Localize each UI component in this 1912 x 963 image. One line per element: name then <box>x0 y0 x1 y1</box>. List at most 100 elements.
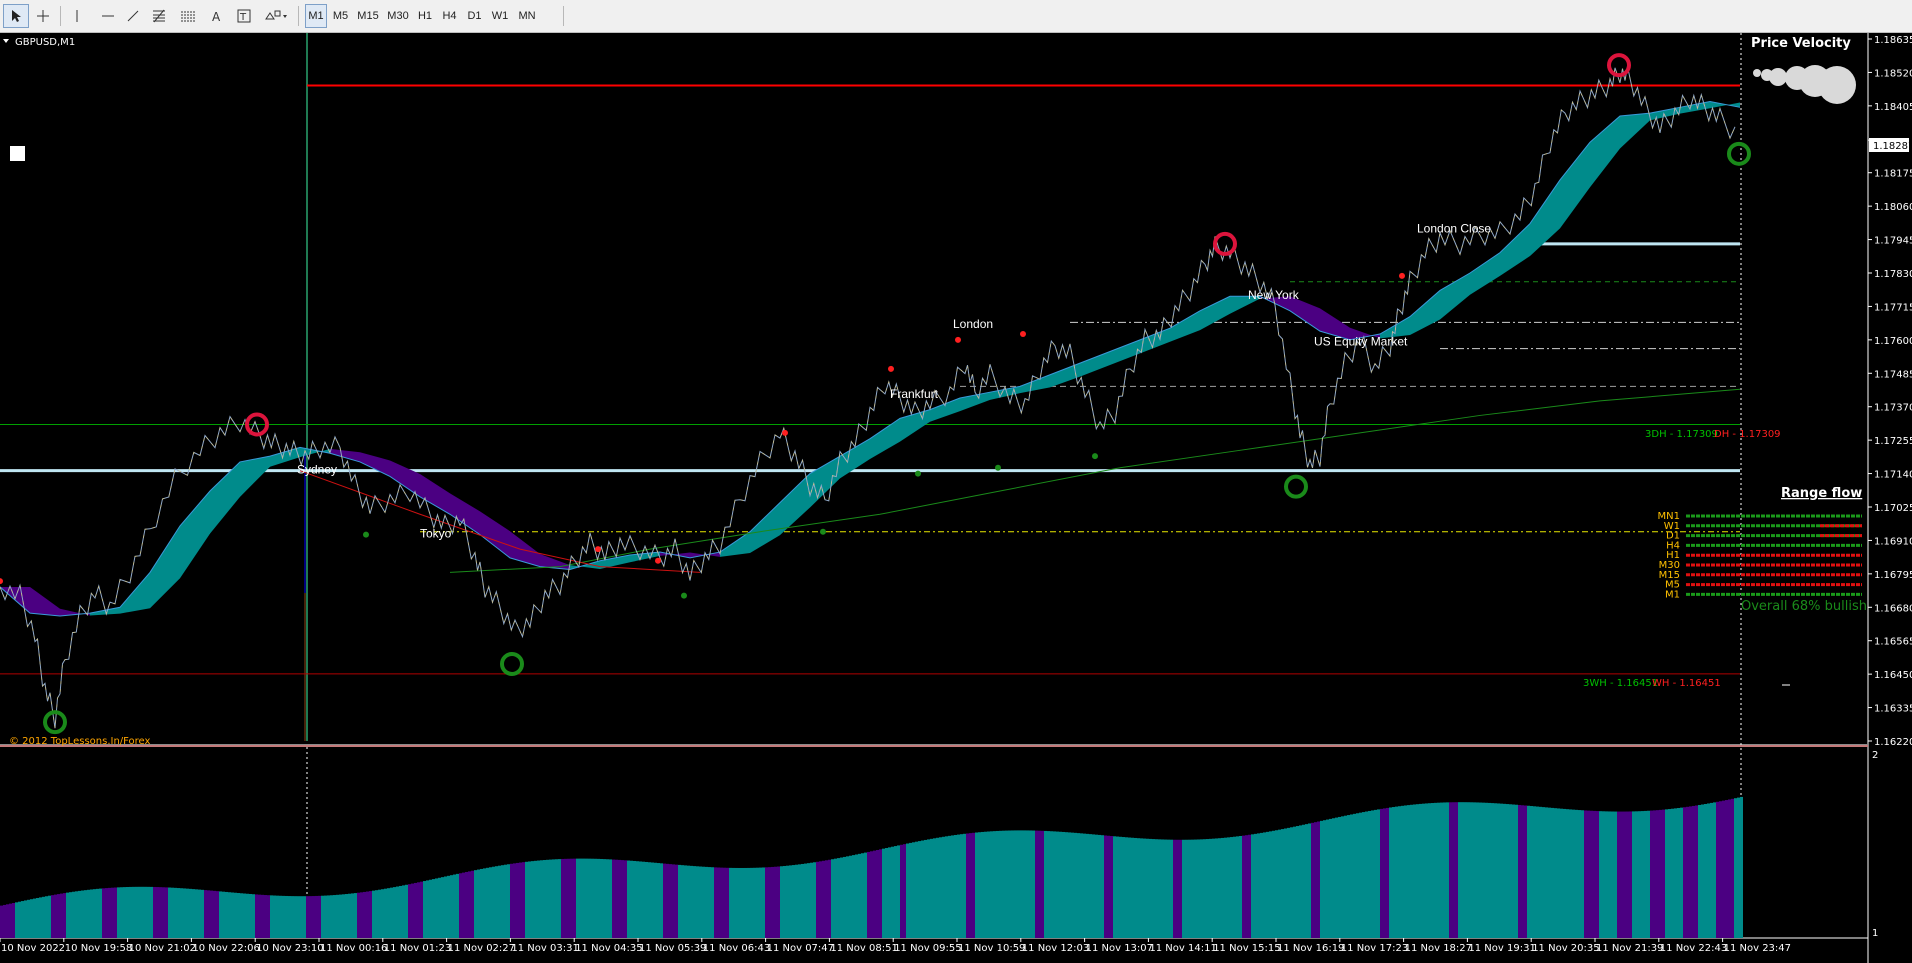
vertical-line-icon[interactable] <box>66 4 88 28</box>
velocity-bar <box>105 888 108 938</box>
timeframe-h4-button[interactable]: H4 <box>442 10 457 22</box>
velocity-bar <box>81 890 84 938</box>
timeframe-h1-button[interactable]: H1 <box>417 10 433 22</box>
velocity-bar <box>630 860 633 938</box>
velocity-bar <box>1710 802 1713 938</box>
velocity-bar <box>777 866 780 938</box>
velocity-bar <box>1683 807 1686 938</box>
fractal-high-dot <box>1020 331 1026 338</box>
velocity-bar <box>1587 810 1590 938</box>
fibonacci-icon[interactable] <box>147 4 171 28</box>
velocity-bar <box>1404 805 1407 938</box>
session-label: London <box>953 317 993 331</box>
crosshair-icon[interactable] <box>31 4 55 28</box>
velocity-bar <box>369 891 372 938</box>
velocity-bar <box>519 862 522 938</box>
velocity-bar <box>465 871 468 938</box>
toolbar: A T M1 M5 M15 M30 H1 H4 D1 W1 MN <box>0 0 1912 33</box>
velocity-bar <box>1191 839 1194 938</box>
channel-icon[interactable] <box>176 4 200 28</box>
cloud-segment <box>330 448 360 462</box>
velocity-bar <box>1167 839 1170 938</box>
velocity-bar <box>426 880 429 938</box>
velocity-bar <box>1323 820 1326 938</box>
velocity-bar <box>720 867 723 938</box>
velocity-bar <box>936 837 939 938</box>
timeframe-d1-button[interactable]: D1 <box>467 10 482 22</box>
velocity-bar <box>387 888 390 938</box>
shapes-icon[interactable] <box>260 4 292 28</box>
swing-low-marker <box>43 710 67 735</box>
text-label-icon[interactable]: T <box>232 4 256 28</box>
velocity-bar <box>1737 797 1740 938</box>
velocity-bar <box>1257 833 1260 938</box>
price-chart[interactable]: 1.18635 1.18520 1.18405 1.18175 1.18060 1.179… <box>0 33 1912 963</box>
copyright-label: © 2012 TopLessons.In/Forex <box>9 736 151 747</box>
velocity-bar <box>753 867 756 938</box>
velocity-bar <box>1155 839 1158 938</box>
velocity-bar <box>954 834 957 938</box>
velocity-bar <box>1419 803 1422 938</box>
panel-toggle-button[interactable] <box>10 146 25 161</box>
velocity-bar <box>588 858 591 938</box>
velocity-bar <box>360 892 363 938</box>
velocity-bar <box>789 865 792 938</box>
cloud-segment <box>1680 101 1710 114</box>
velocity-bar <box>114 887 117 938</box>
velocity-bar <box>609 859 612 938</box>
time-tick: 11 Nov 06:43 <box>703 943 770 954</box>
timeframe-m1-button[interactable]: M1 <box>305 4 327 28</box>
range-flow-tf-label: M5 <box>1665 580 1680 591</box>
cloud-segment <box>1200 296 1230 331</box>
velocity-bar <box>987 831 990 938</box>
velocity-bar <box>1350 814 1353 938</box>
velocity-bar <box>1431 803 1434 938</box>
fractal-high-dot <box>955 336 961 343</box>
velocity-bar <box>1701 804 1704 938</box>
timeframe-w1-button[interactable]: W1 <box>491 10 509 22</box>
timeframe-m15-button[interactable]: M15 <box>357 10 379 22</box>
cloud-segment <box>90 607 120 616</box>
cloud-segment <box>750 502 780 554</box>
velocity-bar <box>303 896 306 938</box>
velocity-bar <box>1053 831 1056 938</box>
velocity-bar <box>1563 808 1566 938</box>
velocity-bar <box>1287 827 1290 938</box>
velocity-bar <box>1179 839 1182 938</box>
velocity-bar <box>1584 810 1587 938</box>
cursor-arrow-icon[interactable] <box>3 4 29 28</box>
trendline-icon[interactable] <box>121 4 145 28</box>
velocity-bar <box>1140 838 1143 938</box>
velocity-bar <box>1284 828 1287 938</box>
velocity-bar <box>1062 831 1065 938</box>
velocity-bar <box>1158 839 1161 938</box>
velocity-bar <box>291 896 294 938</box>
velocity-bar <box>1677 808 1680 938</box>
velocity-bar <box>1497 803 1500 938</box>
velocity-bar <box>960 834 963 938</box>
velocity-bar <box>156 887 159 938</box>
horizontal-line-icon[interactable] <box>96 4 120 28</box>
velocity-bar <box>297 896 300 938</box>
velocity-bar <box>927 839 930 938</box>
symbol-menu-icon[interactable] <box>3 39 9 43</box>
velocity-bar <box>522 862 525 938</box>
timeframe-m5-button[interactable]: M5 <box>332 10 349 22</box>
range-flow-tf-label: W1 <box>1664 521 1680 532</box>
velocity-bar <box>1170 839 1173 938</box>
velocity-bar <box>726 867 729 938</box>
text-icon[interactable]: A <box>205 4 229 28</box>
velocity-bar <box>867 851 870 938</box>
velocity-bar <box>1107 835 1110 938</box>
time-tick: 11 Nov 17:23 <box>1341 943 1408 954</box>
velocity-bar <box>1032 830 1035 938</box>
velocity-bar <box>420 881 423 938</box>
velocity-bar <box>1401 805 1404 938</box>
timeframe-m30-button[interactable]: M30 <box>387 10 409 22</box>
range-flow-tf-label: H4 <box>1666 540 1680 551</box>
timeframe-mn-button[interactable]: MN <box>518 10 536 22</box>
time-tick: 10 Nov 2022 <box>1 943 65 954</box>
price-tick: 1.16680 <box>1874 603 1912 614</box>
velocity-bar <box>792 865 795 938</box>
velocity-bar <box>363 891 366 938</box>
